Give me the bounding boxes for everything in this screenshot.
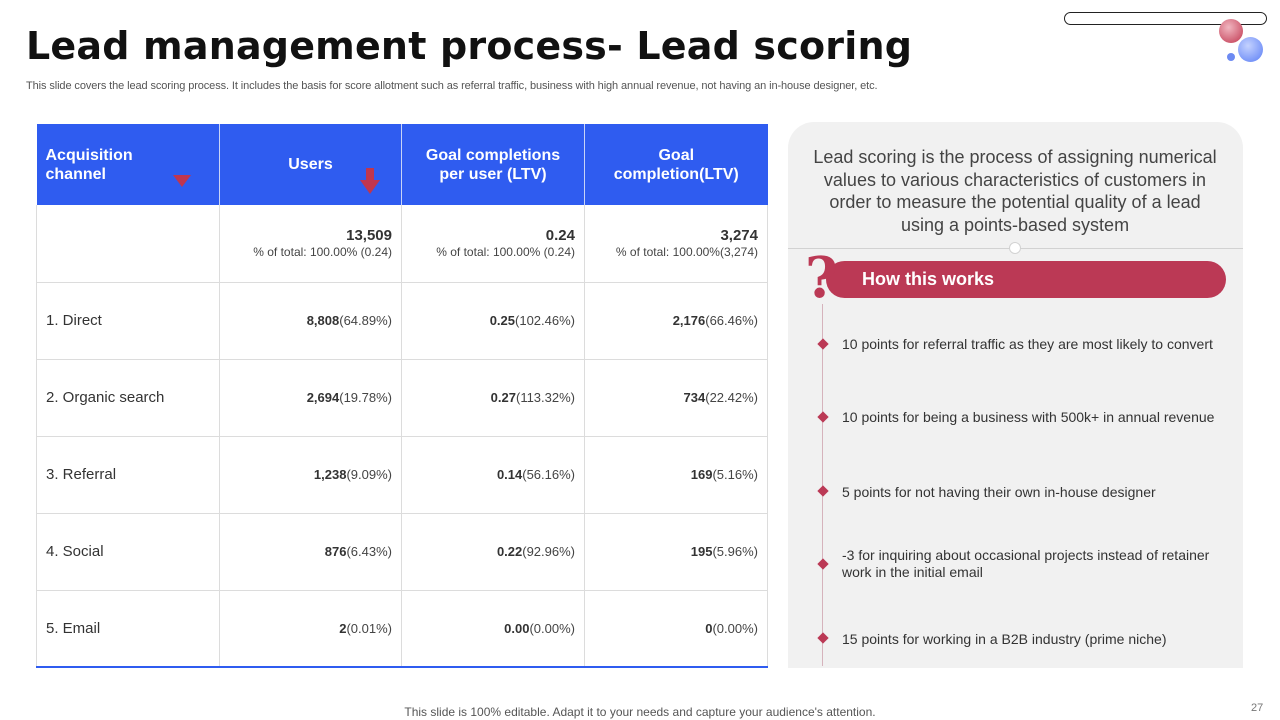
- channel-cell: 3. Referral: [36, 436, 220, 514]
- footer-note: This slide is 100% editable. Adapt it to…: [404, 705, 876, 719]
- header-label: Acquisition channel: [45, 146, 133, 183]
- totals-gc-cell: 3,274 % of total: 100.00%(3,274): [584, 205, 768, 283]
- users-value: 1,238: [313, 467, 347, 482]
- users-pct: (6.43%): [346, 544, 392, 559]
- header-acquisition-channel[interactable]: Acquisition channel: [36, 124, 220, 205]
- table-header-row: Acquisition channel Users Goal completio…: [36, 124, 768, 205]
- users-cell: 2(0.01%): [219, 590, 402, 668]
- gcpu-cell: 0.27(113.32%): [401, 359, 585, 437]
- decorative-dot-red: [1219, 19, 1243, 43]
- table-row: 1. Direct 8,808(64.89%) 0.25(102.46%) 2,…: [36, 282, 768, 360]
- gcpu-cell: 0.14(56.16%): [401, 436, 585, 514]
- users-cell: 2,694(19.78%): [219, 359, 402, 437]
- gcpu-pct: (102.46%): [515, 313, 575, 328]
- totals-users-cell: 13,509 % of total: 100.00% (0.24): [219, 205, 402, 283]
- totals-gcpu-cell: 0.24 % of total: 100.00% (0.24): [401, 205, 585, 283]
- gc-value: 169: [690, 467, 713, 482]
- scoring-point: 10 points for being a business with 500k…: [842, 409, 1215, 425]
- decorative-dot-small: [1227, 53, 1235, 61]
- users-value: 2: [339, 620, 347, 636]
- page-number: 27: [1251, 702, 1264, 714]
- gcpu-pct: (0.00%): [529, 620, 575, 636]
- decorative-pill: [1064, 12, 1267, 25]
- gc-pct: (0.00%): [712, 620, 758, 636]
- gc-value: 0: [705, 620, 713, 636]
- header-goal-completions-per-user[interactable]: Goal completions per user (LTV): [401, 124, 585, 205]
- users-cell: 8,808(64.89%): [219, 282, 402, 360]
- channel-cell: 5. Email: [36, 590, 220, 668]
- table-row: 5. Email 2(0.01%) 0.00(0.00%) 0(0.00%): [36, 590, 768, 668]
- gcpu-value: 0.14: [496, 467, 523, 482]
- gc-cell: 2,176(66.46%): [584, 282, 768, 360]
- divider-dot: [1009, 242, 1021, 254]
- gcpu-value: 0.25: [489, 313, 516, 328]
- gc-value: 734: [683, 390, 706, 405]
- gcpu-cell: 0.25(102.46%): [401, 282, 585, 360]
- gcpu-cell: 0.22(92.96%): [401, 513, 585, 591]
- header-label: Users: [288, 155, 333, 173]
- slide-subtitle: This slide covers the lead scoring proce…: [26, 80, 878, 92]
- gc-pct: (5.96%): [712, 544, 758, 559]
- totals-row: 13,509 % of total: 100.00% (0.24) 0.24 %…: [36, 205, 768, 283]
- channel-cell: 2. Organic search: [36, 359, 220, 437]
- gcpu-pct: (92.96%): [522, 544, 575, 559]
- gc-value: 2,176: [672, 313, 706, 328]
- arrow-down-icon: [360, 168, 380, 194]
- total-value: 3,274: [720, 227, 758, 245]
- users-pct: (19.78%): [339, 390, 392, 405]
- table-row: 2. Organic search 2,694(19.78%) 0.27(113…: [36, 359, 768, 437]
- how-this-works-label: How this works: [862, 269, 995, 289]
- total-pct: % of total: 100.00% (0.24): [436, 245, 575, 260]
- users-value: 8,808: [306, 313, 340, 328]
- gc-pct: (22.42%): [705, 390, 758, 405]
- gc-cell: 734(22.42%): [584, 359, 768, 437]
- users-value: 2,694: [306, 390, 340, 405]
- gc-cell: 0(0.00%): [584, 590, 768, 668]
- gc-cell: 195(5.96%): [584, 513, 768, 591]
- header-label: Goal completions per user (LTV): [425, 146, 561, 183]
- gc-cell: 169(5.16%): [584, 436, 768, 514]
- gcpu-value: 0.22: [496, 544, 523, 559]
- gc-value: 195: [690, 544, 713, 559]
- slide-title: Lead management process- Lead scoring: [26, 24, 913, 68]
- gcpu-pct: (56.16%): [522, 467, 575, 482]
- totals-empty-cell: [36, 205, 220, 283]
- gcpu-value: 0.00: [504, 620, 530, 636]
- total-pct: % of total: 100.00%(3,274): [615, 245, 758, 260]
- header-goal-completion[interactable]: Goal completion(LTV): [584, 124, 768, 205]
- gcpu-value: 0.27: [490, 390, 516, 405]
- lead-scoring-table: Acquisition channel Users Goal completio…: [36, 124, 768, 668]
- scoring-point: 10 points for referral traffic as they a…: [842, 336, 1213, 352]
- users-pct: (0.01%): [346, 620, 392, 636]
- total-pct: % of total: 100.00% (0.24): [253, 245, 392, 260]
- users-cell: 876(6.43%): [219, 513, 402, 591]
- scoring-point: -3 for inquiring about occasional projec…: [842, 547, 1210, 580]
- header-label: Goal completion(LTV): [613, 146, 739, 183]
- gc-pct: (66.46%): [705, 313, 758, 328]
- table-row: 4. Social 876(6.43%) 0.22(92.96%) 195(5.…: [36, 513, 768, 591]
- triangle-down-icon: [172, 175, 191, 187]
- users-pct: (64.89%): [339, 313, 392, 328]
- users-value: 876: [324, 544, 347, 559]
- question-mark-icon: ?: [805, 245, 838, 311]
- timeline-line: [822, 304, 823, 666]
- users-pct: (9.09%): [346, 467, 392, 482]
- lead-scoring-definition: Lead scoring is the process of assigning…: [813, 147, 1217, 235]
- how-this-works-banner: [826, 261, 1226, 298]
- gc-pct: (5.16%): [712, 467, 758, 482]
- scoring-point: 15 points for working in a B2B industry …: [842, 631, 1167, 647]
- users-cell: 1,238(9.09%): [219, 436, 402, 514]
- header-users[interactable]: Users: [219, 124, 402, 205]
- table-row: 3. Referral 1,238(9.09%) 0.14(56.16%) 16…: [36, 436, 768, 514]
- channel-cell: 4. Social: [36, 513, 220, 591]
- channel-cell: 1. Direct: [36, 282, 220, 360]
- decorative-dot-blue: [1238, 37, 1263, 62]
- info-panel: [788, 122, 1243, 668]
- total-value: 13,509: [346, 227, 392, 245]
- gcpu-cell: 0.00(0.00%): [401, 590, 585, 668]
- gcpu-pct: (113.32%): [515, 390, 575, 405]
- scoring-point: 5 points for not having their own in-hou…: [842, 484, 1156, 500]
- total-value: 0.24: [545, 227, 575, 245]
